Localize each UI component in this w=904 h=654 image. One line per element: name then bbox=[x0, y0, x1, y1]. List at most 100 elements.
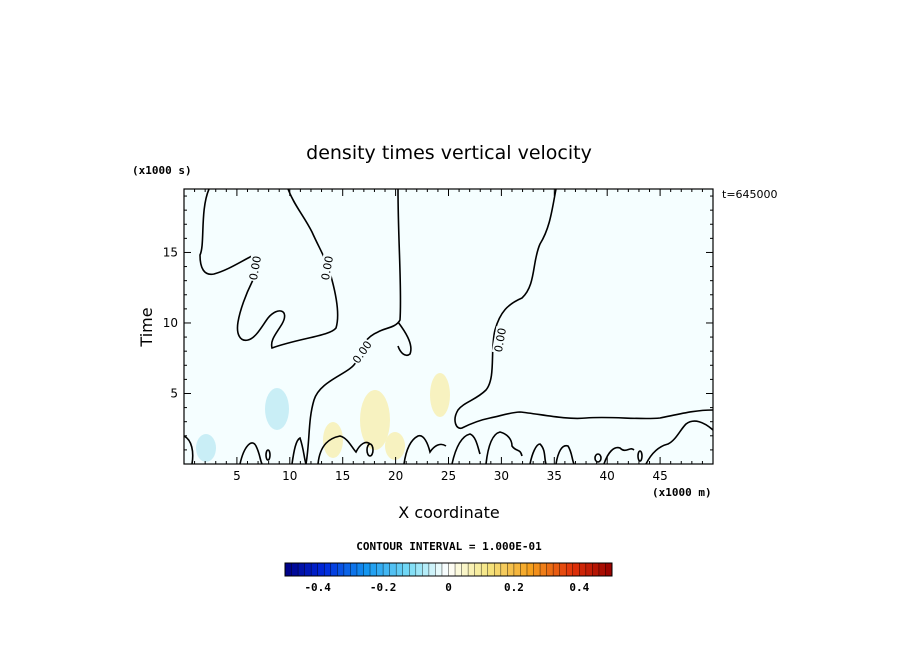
colorbar-cell bbox=[494, 563, 502, 576]
colorbar-tick-label: -0.4 bbox=[304, 581, 331, 594]
contour-line bbox=[485, 431, 523, 464]
contour-line bbox=[555, 444, 575, 464]
contour-label-bg bbox=[491, 326, 509, 354]
x-tick-label: 15 bbox=[335, 469, 350, 483]
colorbar-tick-label: 0.2 bbox=[504, 581, 524, 594]
colorbar-cell bbox=[572, 563, 580, 576]
contour-line bbox=[451, 433, 481, 464]
contour-label-bg bbox=[246, 254, 264, 282]
colorbar-cell bbox=[598, 563, 606, 576]
contour-label: 0.00 bbox=[247, 255, 264, 281]
colorbar-cell bbox=[422, 563, 430, 576]
colorbar-cell bbox=[435, 563, 443, 576]
contour-field: 0.00 0.000.00 0.00 bbox=[184, 189, 713, 464]
colorbar-cell bbox=[415, 563, 423, 576]
field-background bbox=[184, 189, 713, 464]
colorbar-cell bbox=[553, 563, 560, 576]
colorbar-cell bbox=[441, 563, 449, 576]
colorbar-cell bbox=[376, 563, 384, 576]
x-axis-label: X coordinate bbox=[398, 503, 499, 522]
colorbar-cell bbox=[311, 563, 318, 576]
colorbar-cell bbox=[317, 563, 325, 576]
y-unit-label: (x1000 s) bbox=[132, 164, 192, 177]
colorbar-cell bbox=[487, 563, 495, 576]
colorbar-cell bbox=[383, 563, 390, 576]
colorbar-tick-label: -0.2 bbox=[370, 581, 397, 594]
x-unit-label: (x1000 m) bbox=[652, 486, 712, 499]
colorbar-frame bbox=[284, 562, 613, 577]
contour-line bbox=[397, 321, 412, 357]
colorbar-cell bbox=[409, 563, 417, 576]
contour-line bbox=[265, 449, 271, 461]
contour-line bbox=[637, 450, 643, 462]
contour-line bbox=[529, 443, 547, 464]
colorbar-cell bbox=[468, 563, 475, 576]
colorbar-cell bbox=[298, 563, 305, 576]
contour-line bbox=[199, 189, 339, 350]
colorbar-cell bbox=[513, 563, 521, 576]
time-label: t=645000 bbox=[722, 188, 778, 201]
x-tick-label: 30 bbox=[494, 469, 509, 483]
contour-label-bg bbox=[349, 337, 375, 367]
colorbar: -0.4 -0.2 0 0.2 0.4 bbox=[284, 562, 613, 594]
y-tick-label: 10 bbox=[163, 316, 178, 330]
colorbar-cell bbox=[285, 563, 292, 576]
positive-region bbox=[323, 422, 343, 458]
contour-line bbox=[594, 453, 602, 463]
colorbar-cell bbox=[343, 563, 351, 576]
negative-region bbox=[196, 434, 216, 462]
colorbar-cell bbox=[461, 563, 469, 576]
colorbar-cell bbox=[520, 563, 528, 576]
colorbar-cell bbox=[448, 563, 456, 576]
colorbar-cell bbox=[592, 563, 600, 576]
colorbar-cell bbox=[370, 563, 377, 576]
negative-region bbox=[265, 388, 289, 430]
colorbar-cell bbox=[356, 563, 364, 576]
colorbar-cell bbox=[481, 563, 489, 576]
colorbar-cell bbox=[455, 563, 462, 576]
x-tick-label: 5 bbox=[233, 469, 241, 483]
y-axis-label: Time bbox=[137, 307, 156, 347]
colorbar-cell bbox=[546, 563, 554, 576]
colorbar-cell bbox=[324, 563, 332, 576]
colorbar-cell bbox=[585, 563, 593, 576]
contour-line bbox=[366, 443, 374, 457]
x-tick-label: 35 bbox=[547, 469, 562, 483]
colorbar-cell bbox=[291, 563, 299, 576]
contour-line bbox=[317, 435, 371, 464]
colorbar-cell bbox=[579, 563, 587, 576]
colorbar-cell bbox=[396, 563, 404, 576]
colorbar-cell bbox=[559, 563, 567, 576]
colorbar-cell bbox=[363, 563, 371, 576]
colorbar-cell bbox=[566, 563, 574, 576]
colorbar-cell bbox=[428, 563, 436, 576]
contour-label: 0.00 bbox=[319, 255, 336, 281]
contour-line bbox=[291, 436, 307, 464]
contour-line bbox=[184, 435, 194, 464]
colorbar-tick-label: 0 bbox=[445, 581, 452, 594]
colorbar-cell bbox=[304, 563, 312, 576]
x-tick-label: 45 bbox=[652, 469, 667, 483]
contour-line bbox=[305, 189, 402, 464]
x-tick-label: 10 bbox=[282, 469, 297, 483]
colorbar-cell bbox=[540, 563, 547, 576]
contour-line bbox=[239, 442, 263, 464]
colorbar-cell bbox=[533, 563, 541, 576]
positive-region bbox=[385, 432, 405, 460]
colorbar-cell bbox=[474, 563, 482, 576]
axis-ticks: 5 10 15 20 25 30 35 40 45 5 10 15 bbox=[163, 189, 713, 483]
colorbar-cell bbox=[337, 563, 345, 576]
colorbar-tick-label: 0.4 bbox=[569, 581, 589, 594]
y-tick-label: 15 bbox=[163, 245, 178, 259]
contour-interval-label: CONTOUR INTERVAL = 1.000E-01 bbox=[356, 540, 542, 553]
contour-line bbox=[454, 189, 713, 430]
colorbar-cell bbox=[389, 563, 397, 576]
colorbar-cell bbox=[402, 563, 410, 576]
contour-label-bg bbox=[318, 254, 336, 282]
colorbar-cell bbox=[500, 563, 508, 576]
x-tick-label: 25 bbox=[441, 469, 456, 483]
x-tick-label: 40 bbox=[600, 469, 615, 483]
positive-region bbox=[430, 373, 450, 417]
colorbar-cell bbox=[507, 563, 515, 576]
